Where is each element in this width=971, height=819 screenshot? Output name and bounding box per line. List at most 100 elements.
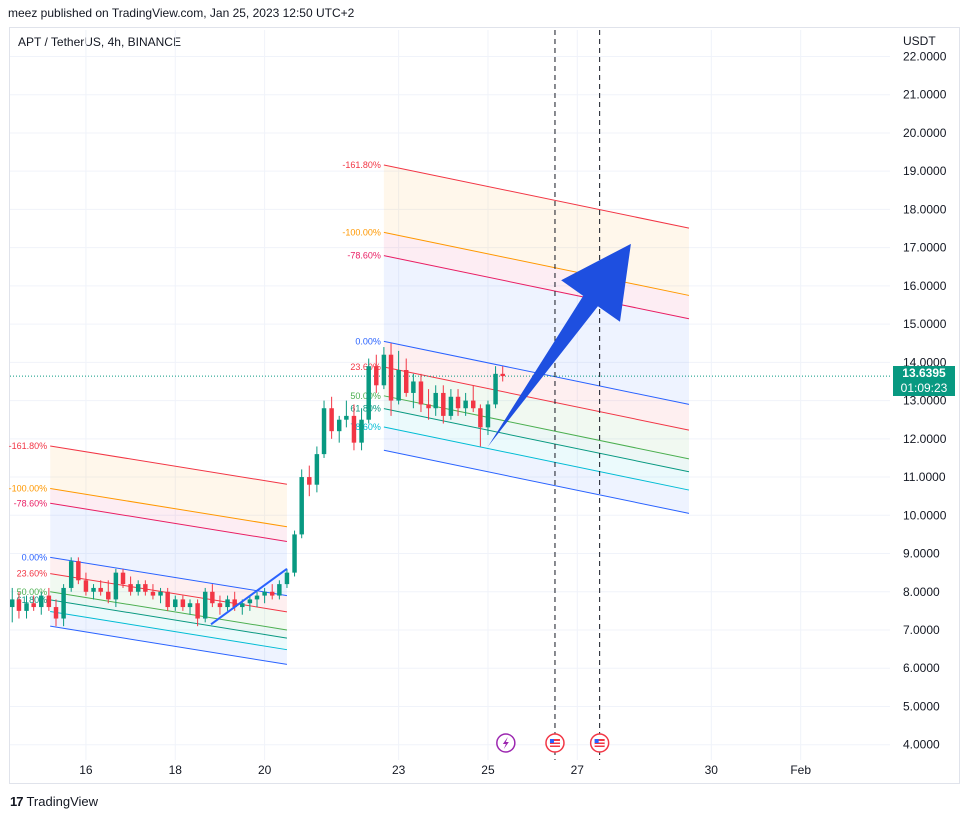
candle (314, 446, 320, 493)
fib-level-label: -100.00% (342, 227, 381, 237)
candle (247, 595, 253, 611)
candle-body (344, 415, 349, 420)
date-tick-label: 30 (705, 763, 719, 777)
candle-body (120, 572, 126, 585)
candle (173, 595, 178, 611)
footer-brand[interactable]: 17 TradingView (10, 794, 98, 809)
fib-level-label: 50.00% (17, 587, 48, 597)
candle (351, 404, 357, 451)
candle-body (455, 396, 461, 409)
candle-body (187, 603, 193, 608)
date-tick-label: 18 (169, 763, 183, 777)
candle-body (433, 392, 438, 409)
candle-body (31, 603, 36, 608)
candle-body (91, 587, 96, 592)
price-tick-label: 17.0000 (903, 241, 947, 255)
flag-stripes (594, 739, 605, 747)
currency-label: USDT (903, 34, 936, 48)
fib-level-line (50, 625, 288, 665)
candle-body (16, 599, 22, 611)
fib-level-label: 23.60% (17, 569, 48, 579)
candle (433, 385, 438, 416)
lightning-glyph (502, 737, 509, 749)
candle (336, 415, 342, 443)
candle (61, 584, 66, 627)
fib-level-label: 61.80% (17, 595, 48, 605)
candle (277, 580, 282, 600)
candle (493, 366, 498, 409)
candle (284, 568, 290, 588)
candle (217, 595, 223, 615)
price-tick-label: 16.0000 (903, 279, 947, 293)
candle-body (10, 599, 15, 608)
candle (299, 469, 304, 539)
candle-body (46, 595, 52, 608)
candle (10, 587, 15, 623)
candle (329, 396, 334, 439)
candle-body (269, 591, 275, 596)
candle-body (61, 587, 66, 619)
candle (165, 587, 170, 611)
flag-stripe-white (549, 744, 560, 746)
candle (210, 584, 215, 608)
candle (46, 587, 52, 611)
candle-body (284, 572, 290, 585)
candle-countdown: 01:09:23 (900, 381, 948, 395)
fib-level-line (50, 445, 288, 485)
candle (187, 599, 193, 615)
lightning-icon[interactable] (496, 733, 516, 753)
price-tick-label: 19.0000 (903, 164, 947, 178)
candle (292, 530, 297, 577)
candle (478, 404, 483, 447)
tradingview-logo-icon: 17 (10, 794, 24, 809)
candle (76, 557, 81, 585)
candle-body (321, 408, 327, 455)
date-tick-label: 16 (79, 763, 93, 777)
candle-body (150, 591, 156, 596)
candle-body (418, 381, 424, 405)
us-flag-icon[interactable] (589, 733, 610, 753)
candle-body (403, 370, 409, 393)
candle-body (39, 595, 44, 608)
fib-zone (383, 395, 689, 472)
candle-body (173, 599, 178, 608)
candle-body (128, 584, 133, 592)
price-tick-label: 13.0000 (903, 394, 947, 408)
fib-zone (383, 426, 689, 514)
candle (426, 389, 431, 420)
candle (418, 373, 424, 413)
fib-zone (383, 341, 689, 431)
candle-body (240, 603, 245, 608)
fib-level-label: 23.60% (350, 362, 381, 372)
fib-channel: 0.00% 23.60% 50.00% 61.80% 78.60% -78.60% -100… (342, 160, 690, 514)
price-tick-label: 8.0000 (903, 585, 940, 599)
fib-level-line (50, 599, 288, 639)
fib-level-label: -161.80% (342, 160, 381, 170)
chart-frame[interactable] (9, 27, 960, 784)
candle (448, 389, 454, 420)
price-tick-label: 14.0000 (903, 355, 947, 369)
candle (359, 408, 364, 451)
candle (135, 580, 141, 596)
candle (500, 366, 505, 382)
candle-body (359, 419, 364, 443)
us-flag-icon[interactable] (545, 733, 565, 753)
candle (98, 580, 103, 596)
flag-stripe-white (549, 741, 560, 743)
candle-body (195, 603, 200, 619)
candle-body (217, 603, 223, 608)
candle-body (314, 454, 320, 485)
candle-body (277, 584, 282, 596)
candle (374, 354, 379, 393)
candle (113, 568, 119, 608)
current-price-badge: 13.6395 01:09:23 (893, 366, 955, 396)
price-tick-label: 10.0000 (903, 508, 947, 522)
candle-body (448, 396, 454, 416)
price-tick-label: 4.0000 (903, 738, 940, 752)
symbol-title[interactable]: APT / TetherUS, 4h, BINANCE (18, 35, 181, 49)
fib-level-label: 78.60% (350, 422, 381, 432)
candle-body (165, 591, 170, 608)
candle-body (470, 400, 476, 409)
fib-level-label: -100.00% (9, 484, 48, 494)
